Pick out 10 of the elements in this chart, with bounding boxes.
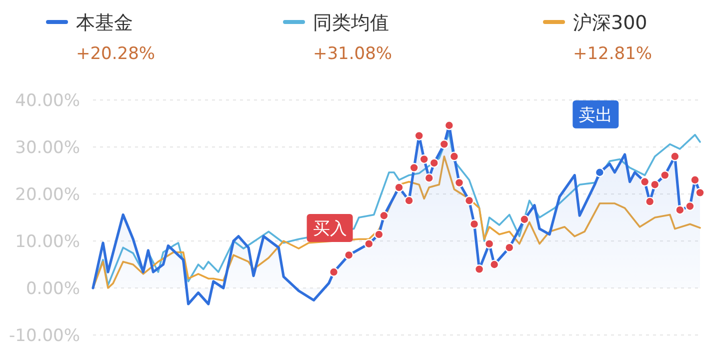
legend-label: 本基金 [76,12,133,34]
legend-label: 同类均值 [313,12,389,34]
callout: 买入 [306,214,353,242]
callout: 卖出 [572,100,619,128]
annotation: 买入 [312,219,347,240]
annotation: 卖出 [578,105,613,126]
text: +20.28% [76,44,156,64]
text: +31.08% [313,44,392,64]
legend-label: 沪深300 [573,12,648,34]
text: +12.81% [573,44,652,64]
